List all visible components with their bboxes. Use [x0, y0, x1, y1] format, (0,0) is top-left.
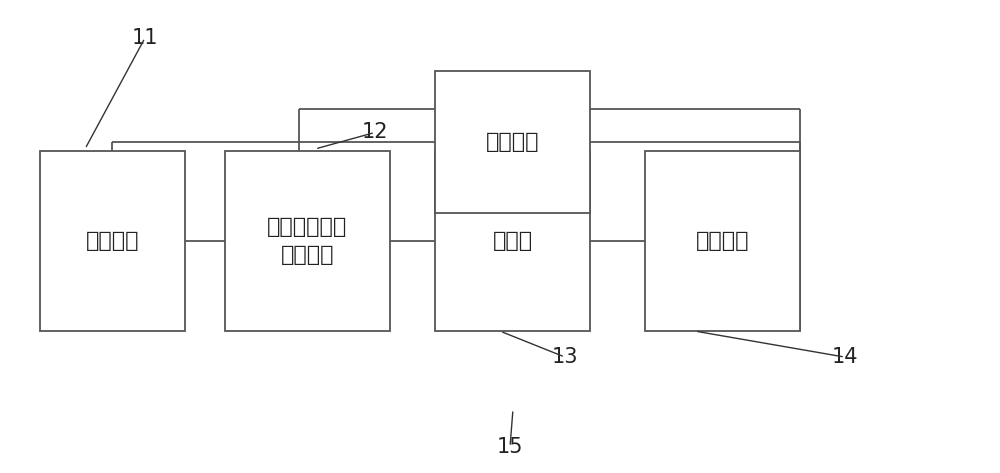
Bar — [225, 151, 390, 331]
Bar — [40, 151, 185, 331]
Text: 15: 15 — [497, 437, 523, 457]
Text: 充电能力判断
连接模块: 充电能力判断 连接模块 — [267, 217, 348, 265]
Bar — [645, 151, 800, 331]
Text: 13: 13 — [552, 347, 578, 367]
Text: 加热模块: 加热模块 — [486, 132, 539, 152]
Text: 12: 12 — [362, 123, 388, 142]
Text: 电池包: 电池包 — [492, 231, 533, 251]
Text: 充电设备: 充电设备 — [86, 231, 139, 251]
Bar — [435, 151, 590, 331]
Text: 14: 14 — [832, 347, 858, 367]
Text: 控制模块: 控制模块 — [696, 231, 749, 251]
Bar — [435, 71, 590, 213]
Text: 11: 11 — [132, 28, 158, 48]
